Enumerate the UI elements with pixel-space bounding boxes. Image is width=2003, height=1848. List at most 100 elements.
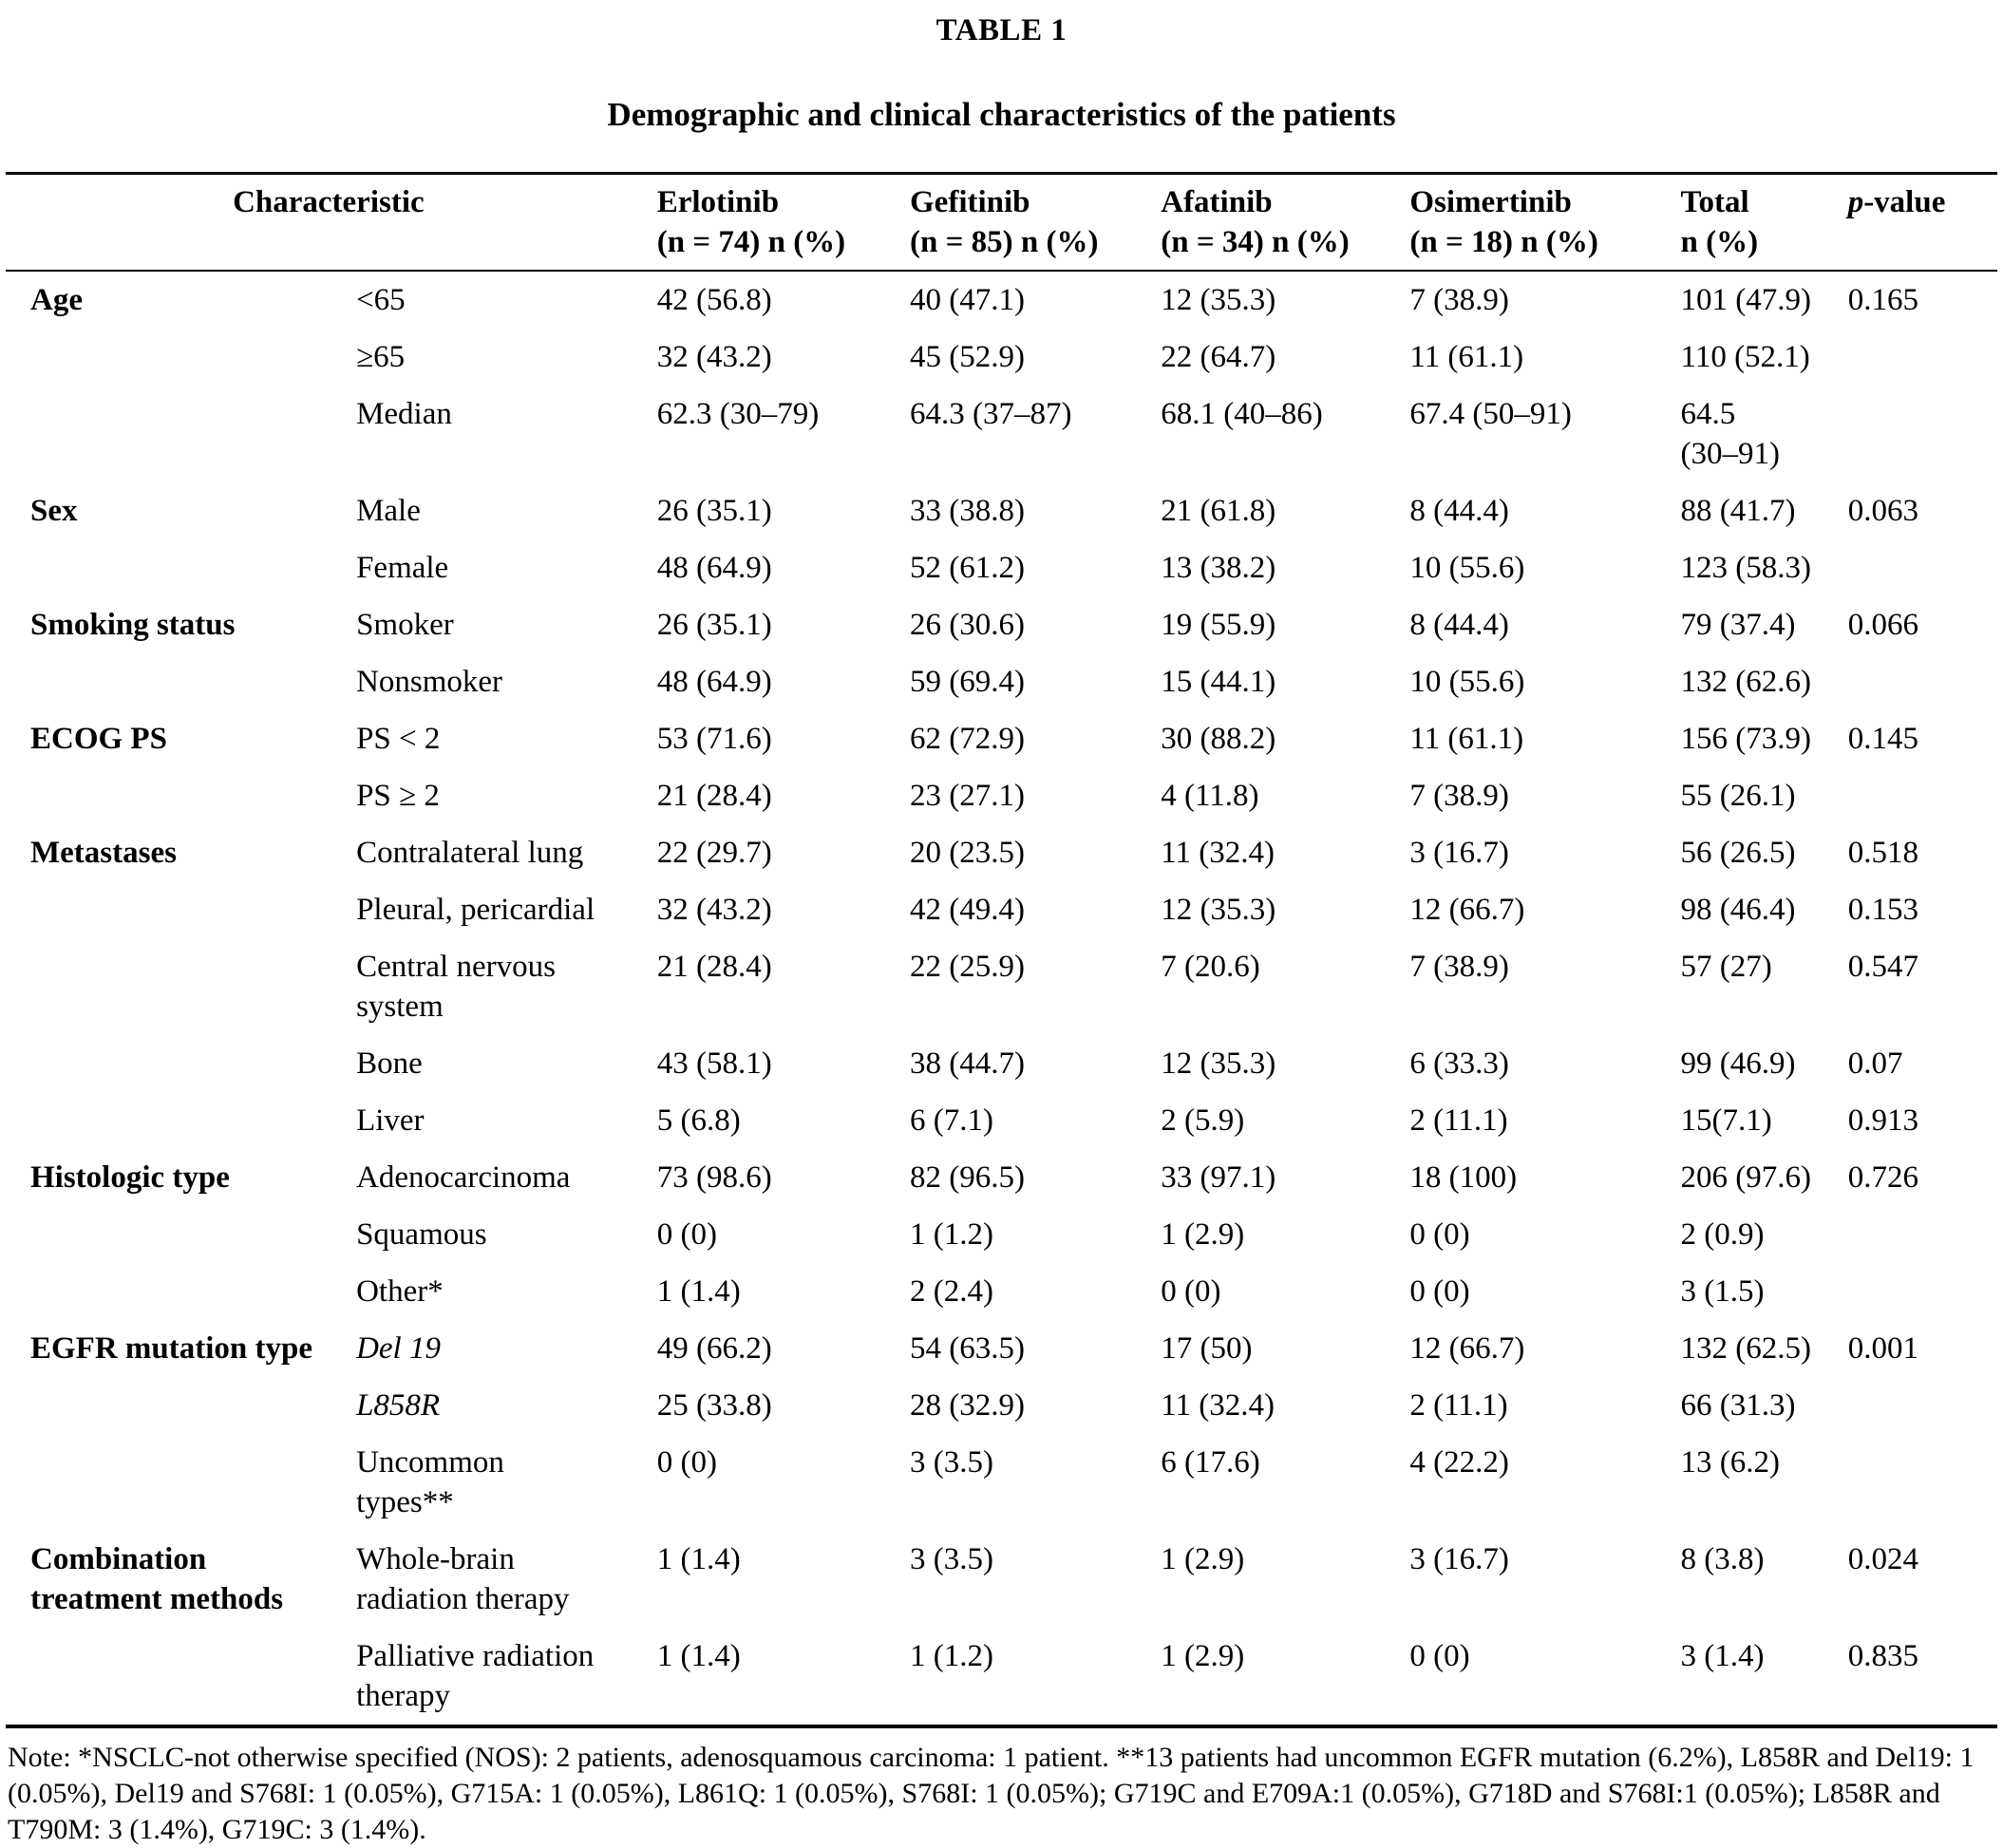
cell-pvalue — [1848, 1434, 1997, 1531]
cell-value: 8 (3.8) — [1680, 1542, 1765, 1576]
cell-value: 3 (3.5) — [910, 1542, 993, 1576]
cell-value: 48 (64.9) — [656, 665, 772, 699]
cell-value: 22 (29.7) — [656, 836, 772, 870]
table-row: Female 48 (64.9) 52 (61.2) 13 (38.2) 10 (55.… — [6, 539, 1997, 596]
table-row: Central nervous system 21 (28.4) 22 (25.9)… — [6, 938, 1997, 1035]
row-category — [6, 386, 356, 482]
row-category: Combination treatment methods — [30, 1542, 284, 1616]
cell-value: 64.5 (30–91) — [1680, 397, 1781, 471]
cell-value: 4 (22.2) — [1409, 1445, 1509, 1480]
table-row: Median 62.3 (30–79) 64.3 (37–87) 68.1 (40–8… — [6, 386, 1997, 482]
table-row: Sex Male 26 (35.1) 33 (38.8) 21 (61.8) 8 (44.… — [6, 482, 1997, 539]
row-subcategory: Female — [356, 551, 449, 585]
table-row: Age <65 42 (56.8) 40 (47.1) 12 (35.3) 7 (38.9… — [6, 271, 1997, 329]
row-subcategory: L858R — [356, 1388, 441, 1423]
cell-value: 110 (52.1) — [1680, 340, 1810, 374]
row-subcategory: <65 — [356, 283, 406, 317]
row-subcategory: Median — [356, 397, 452, 431]
cell-value: 101 (47.9) — [1680, 283, 1812, 317]
cell-pvalue: 0.063 — [1847, 494, 1918, 528]
cell-pvalue: 0.066 — [1847, 608, 1918, 642]
cell-value: 7 (20.6) — [1161, 950, 1260, 984]
table-caption: Demographic and clinical characteristics… — [607, 96, 1396, 133]
cell-value: 12 (66.7) — [1409, 1331, 1525, 1366]
cell-value: 73 (98.6) — [656, 1160, 772, 1195]
cell-value: 79 (37.4) — [1680, 608, 1796, 642]
col-header-drug-name: Gefitinib — [910, 185, 1030, 219]
table-row: Pleural, pericardial 32 (43.2) 42 (49.4) 12… — [6, 881, 1997, 938]
col-header-drug-n: (n = 85) n (%) — [910, 225, 1099, 259]
cell-value: 0 (0) — [1409, 1274, 1470, 1309]
cell-value: 98 (46.4) — [1680, 893, 1796, 927]
cell-value: 6 (33.3) — [1409, 1047, 1509, 1081]
cell-value: 11 (32.4) — [1161, 836, 1275, 870]
row-subcategory: Uncommon types** — [356, 1445, 504, 1519]
cell-value: 6 (17.6) — [1161, 1445, 1260, 1480]
cell-value: 0 (0) — [1161, 1274, 1221, 1309]
cell-value: 1 (1.4) — [656, 1274, 741, 1309]
cell-value: 10 (55.6) — [1409, 665, 1525, 699]
cell-value: 54 (63.5) — [910, 1331, 1025, 1366]
row-subcategory: Liver — [356, 1103, 425, 1138]
col-header-pvalue: p-value — [1847, 173, 1997, 272]
cell-value: 25 (33.8) — [656, 1388, 772, 1423]
table-row: Combination treatment methods Whole-brain… — [6, 1531, 1997, 1628]
row-subcategory: PS < 2 — [356, 722, 441, 756]
row-subcategory: Palliative radiation therapy — [356, 1639, 595, 1713]
cell-value: 1 (1.4) — [656, 1639, 741, 1673]
cell-value: 0 (0) — [656, 1217, 717, 1252]
col-header-erlotinib: Erlotinib (n = 74) n (%) — [656, 173, 911, 272]
table-row: ≥65 32 (43.2) 45 (52.9) 22 (64.7) 11 (61.1) 1… — [6, 329, 1997, 386]
cell-value: 132 (62.5) — [1680, 1331, 1812, 1366]
table-row: ECOG PS PS < 2 53 (71.6) 62 (72.9) 30 (88.2)… — [6, 710, 1997, 767]
cell-pvalue — [1848, 767, 1997, 824]
row-subcategory: ≥65 — [356, 340, 406, 374]
cell-value: 3 (16.7) — [1409, 836, 1509, 870]
col-header-drug-n: n (%) — [1680, 225, 1759, 259]
cell-value: 49 (66.2) — [656, 1331, 772, 1366]
row-category — [6, 539, 356, 596]
cell-value: 3 (1.5) — [1680, 1274, 1765, 1309]
cell-value: 33 (97.1) — [1161, 1160, 1276, 1195]
table-row: Bone 43 (58.1) 38 (44.7) 12 (35.3) 6 (33.3) 9… — [6, 1035, 1997, 1092]
cell-value: 11 (61.1) — [1409, 340, 1524, 374]
cell-value: 1 (1.2) — [910, 1217, 993, 1252]
table-row: EGFR mutation type Del 19 49 (66.2) 54 (63.… — [6, 1320, 1997, 1377]
cell-value: 21 (28.4) — [656, 950, 772, 984]
cell-value: 88 (41.7) — [1680, 494, 1796, 528]
cell-value: 12 (66.7) — [1409, 893, 1525, 927]
cell-pvalue: 0.024 — [1847, 1542, 1918, 1576]
cell-value: 15(7.1) — [1680, 1103, 1772, 1138]
cell-value: 42 (56.8) — [656, 283, 772, 317]
cell-value: 12 (35.3) — [1161, 893, 1276, 927]
cell-value: 12 (35.3) — [1161, 1047, 1276, 1081]
row-subcategory: Pleural, pericardial — [356, 893, 595, 927]
cell-value: 8 (44.4) — [1409, 608, 1509, 642]
row-subcategory: Smoker — [356, 608, 454, 642]
table-row: Uncommon types** 0 (0) 3 (3.5) 6 (17.6) 4 (2… — [6, 1434, 1997, 1531]
cell-pvalue: 0.153 — [1847, 893, 1918, 927]
table-row: Liver 5 (6.8) 6 (7.1) 2 (5.9) 2 (11.1) 15(7.1… — [6, 1092, 1997, 1149]
cell-value: 2 (0.9) — [1680, 1217, 1765, 1252]
table-row: Metastases Contralateral lung 22 (29.7) 20 … — [6, 824, 1997, 881]
table-row: L858R 25 (33.8) 28 (32.9) 11 (32.4) 2 (11.1)… — [6, 1377, 1997, 1434]
cell-value: 26 (35.1) — [656, 494, 772, 528]
row-category: EGFR mutation type — [30, 1331, 312, 1366]
cell-value: 20 (23.5) — [910, 836, 1025, 870]
row-category: Smoking status — [30, 608, 236, 642]
cell-pvalue: 0.547 — [1847, 950, 1918, 984]
cell-value: 18 (100) — [1409, 1160, 1518, 1195]
cell-value: 26 (30.6) — [910, 608, 1025, 642]
col-header-afatinib: Afatinib (n = 34) n (%) — [1161, 173, 1410, 272]
col-header-total: Total n (%) — [1680, 173, 1848, 272]
cell-value: 11 (61.1) — [1409, 722, 1524, 756]
cell-value: 56 (26.5) — [1680, 836, 1796, 870]
row-category — [6, 881, 356, 938]
row-category — [6, 653, 356, 710]
cell-value: 57 (27) — [1680, 950, 1772, 984]
cell-value: 7 (38.9) — [1409, 283, 1509, 317]
cell-value: 23 (27.1) — [910, 779, 1025, 813]
row-category — [6, 1035, 356, 1092]
cell-value: 3 (1.4) — [1680, 1639, 1765, 1673]
cell-value: 66 (31.3) — [1680, 1388, 1796, 1423]
